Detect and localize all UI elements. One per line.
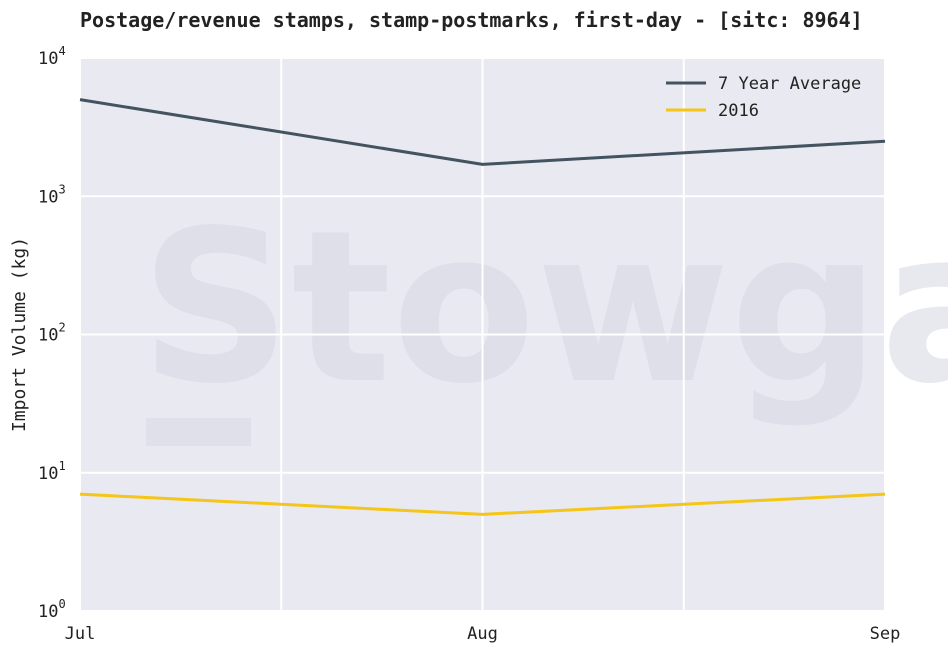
- x-tick-label: Aug: [467, 624, 498, 644]
- x-tick-label: Sep: [870, 624, 901, 644]
- y-tick-exponent: 1: [58, 459, 65, 473]
- y-tick-label: 101: [38, 459, 66, 484]
- grid: [79, 57, 886, 612]
- y-tick-base: 10: [38, 602, 58, 622]
- y-tick-label: 102: [38, 321, 66, 346]
- watermark-text: Stowga.: [140, 185, 948, 430]
- y-axis-label: Import Volume (kg): [9, 237, 30, 432]
- series-lines: [79, 98, 886, 516]
- x-axis-ticks: Jul Aug Sep: [65, 624, 901, 644]
- x-tick-label: Jul: [65, 624, 96, 644]
- y-tick-base: 10: [38, 49, 58, 69]
- watermark: Stowga.: [140, 185, 948, 446]
- legend: 7 Year Average 2016: [666, 74, 861, 121]
- y-tick-label: 100: [38, 597, 66, 622]
- y-tick-exponent: 4: [58, 44, 65, 58]
- y-tick-exponent: 3: [58, 182, 65, 196]
- series-line: [79, 98, 886, 166]
- y-tick-label: 103: [38, 182, 66, 207]
- watermark-underline: [146, 418, 251, 446]
- series-line: [79, 492, 886, 516]
- y-tick-label: 104: [38, 44, 66, 69]
- y-tick-base: 10: [38, 326, 58, 346]
- legend-label: 7 Year Average: [718, 74, 861, 94]
- y-tick-base: 10: [38, 464, 58, 484]
- y-tick-base: 10: [38, 187, 58, 207]
- chart-title: Postage/revenue stamps, stamp-postmarks,…: [80, 8, 863, 32]
- legend-label: 2016: [718, 101, 759, 121]
- y-tick-exponent: 0: [58, 597, 65, 611]
- y-tick-exponent: 2: [58, 321, 65, 335]
